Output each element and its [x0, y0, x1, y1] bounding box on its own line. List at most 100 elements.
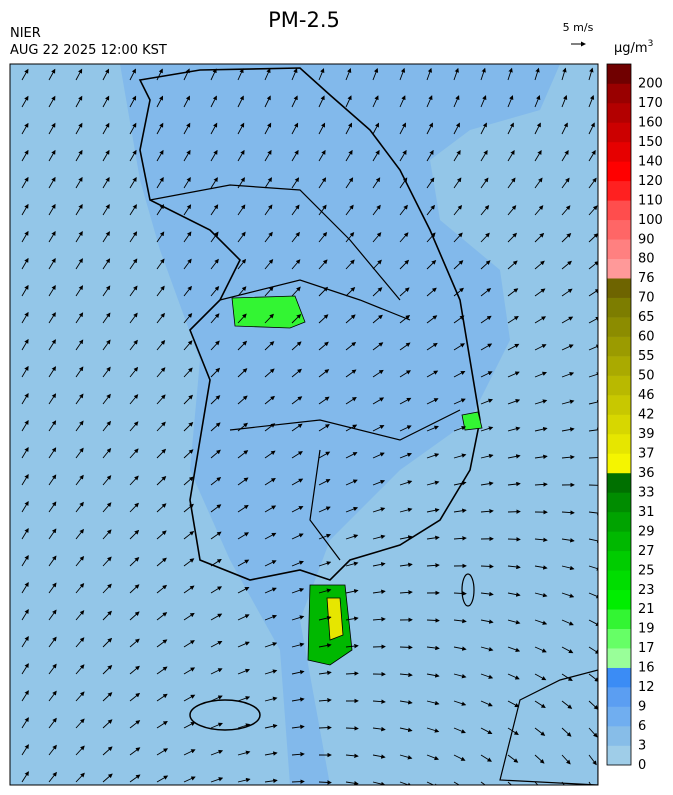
wind-arrow	[21, 663, 29, 675]
colorbar-swatch	[607, 687, 631, 707]
wind-arrow	[21, 528, 29, 540]
wind-arrow	[399, 287, 410, 297]
wind-arrow	[453, 398, 466, 405]
wind-arrow	[480, 315, 492, 324]
wind-arrow	[345, 341, 357, 351]
wind-arrow	[507, 619, 521, 625]
wind-arrow	[588, 288, 598, 297]
wind-arrow	[156, 285, 165, 297]
wind-arrow	[372, 149, 380, 162]
wind-arrow	[399, 232, 409, 243]
wind-arrow	[426, 508, 440, 513]
wind-arrow	[561, 344, 574, 351]
wind-arrow	[129, 747, 141, 756]
wind-arrow	[534, 95, 541, 108]
wind-arrow	[345, 616, 359, 621]
colorbar-label: 3	[638, 739, 646, 754]
wind-arrow	[480, 343, 493, 351]
wind-arrow	[561, 673, 573, 682]
wind-arrow	[453, 232, 463, 243]
wind-arrow	[75, 122, 83, 135]
wind-arrow	[372, 314, 383, 324]
wind-arrow	[426, 259, 437, 270]
wind-arrow	[318, 451, 331, 459]
wind-arrow	[75, 637, 85, 648]
wind-arrow	[264, 231, 273, 243]
wind-arrow	[210, 95, 217, 108]
wind-arrow	[156, 748, 169, 756]
wind-arrow	[372, 452, 385, 459]
wind-arrow	[102, 176, 110, 189]
wind-arrow	[561, 372, 575, 378]
wind-arrow	[291, 506, 304, 513]
wind-arrow	[588, 94, 595, 108]
wind-arrow	[372, 369, 384, 378]
wind-arrow	[372, 95, 379, 108]
wind-arrow	[480, 564, 494, 569]
wind-arrow	[318, 286, 328, 297]
wind-arrow	[21, 365, 29, 378]
wind-arrow	[534, 673, 547, 681]
wind-arrow	[210, 695, 223, 702]
wind-arrow	[75, 555, 85, 567]
wind-arrow	[372, 204, 381, 216]
wind-arrow	[183, 149, 191, 162]
wind-arrow	[480, 700, 493, 707]
wind-arrow	[453, 67, 459, 81]
wind-arrow	[21, 230, 29, 243]
colorbar-swatch	[607, 706, 631, 727]
wind-arrow	[507, 371, 520, 378]
wind-arrow	[129, 176, 137, 189]
wind-arrow	[345, 314, 356, 324]
wind-arrow	[21, 203, 29, 216]
wind-arrow	[534, 592, 548, 598]
wind-arrow	[507, 426, 521, 432]
wind-arrow	[399, 314, 411, 324]
wind-arrow	[237, 368, 248, 378]
wind-arrow	[75, 664, 85, 675]
colorbar-swatch	[607, 550, 631, 571]
wind-arrow	[156, 612, 168, 621]
wind-arrow	[48, 582, 57, 594]
wind-arrow	[453, 425, 467, 432]
wind-arrow	[48, 176, 56, 189]
wind-arrow	[318, 341, 329, 351]
wind-arrow	[588, 455, 598, 460]
colorbar-label: 55	[638, 349, 655, 364]
wind-arrow	[588, 673, 598, 682]
wind-arrow	[426, 754, 440, 761]
wind-arrow	[426, 618, 440, 623]
wind-arrow	[48, 95, 56, 108]
wind-arrow	[534, 646, 547, 653]
wind-arrow	[21, 500, 29, 513]
wind-arrow	[183, 68, 190, 81]
wind-arrow	[345, 204, 354, 216]
wind-arrow	[534, 288, 546, 297]
wind-arrow	[210, 476, 222, 486]
colorbar-label: 100	[638, 213, 663, 228]
wind-arrow	[291, 615, 305, 621]
wind-arrow	[372, 562, 386, 567]
wind-arrow	[534, 565, 548, 570]
wind-arrow	[237, 177, 245, 189]
wind-arrow	[507, 205, 517, 216]
colorbar-label: 60	[638, 330, 655, 345]
wind-arrow	[75, 691, 85, 702]
wind-arrow	[480, 149, 488, 162]
wind-arrow	[102, 447, 112, 459]
wind-arrow	[480, 781, 486, 785]
wind-arrow	[129, 448, 139, 459]
wind-arrow	[318, 177, 327, 189]
wind-arrow	[399, 95, 406, 108]
wind-arrow	[291, 149, 299, 162]
wind-arrow	[183, 558, 195, 567]
wind-arrow	[291, 752, 305, 757]
wind-arrow	[129, 475, 139, 486]
wind-arrow	[399, 672, 413, 678]
wind-arrow	[237, 587, 250, 594]
colorbar-label: 46	[638, 388, 655, 403]
wind-arrow	[210, 258, 219, 270]
wind-arrow	[561, 646, 574, 654]
wind-arrow	[399, 122, 406, 135]
wind-arrow	[426, 95, 433, 108]
